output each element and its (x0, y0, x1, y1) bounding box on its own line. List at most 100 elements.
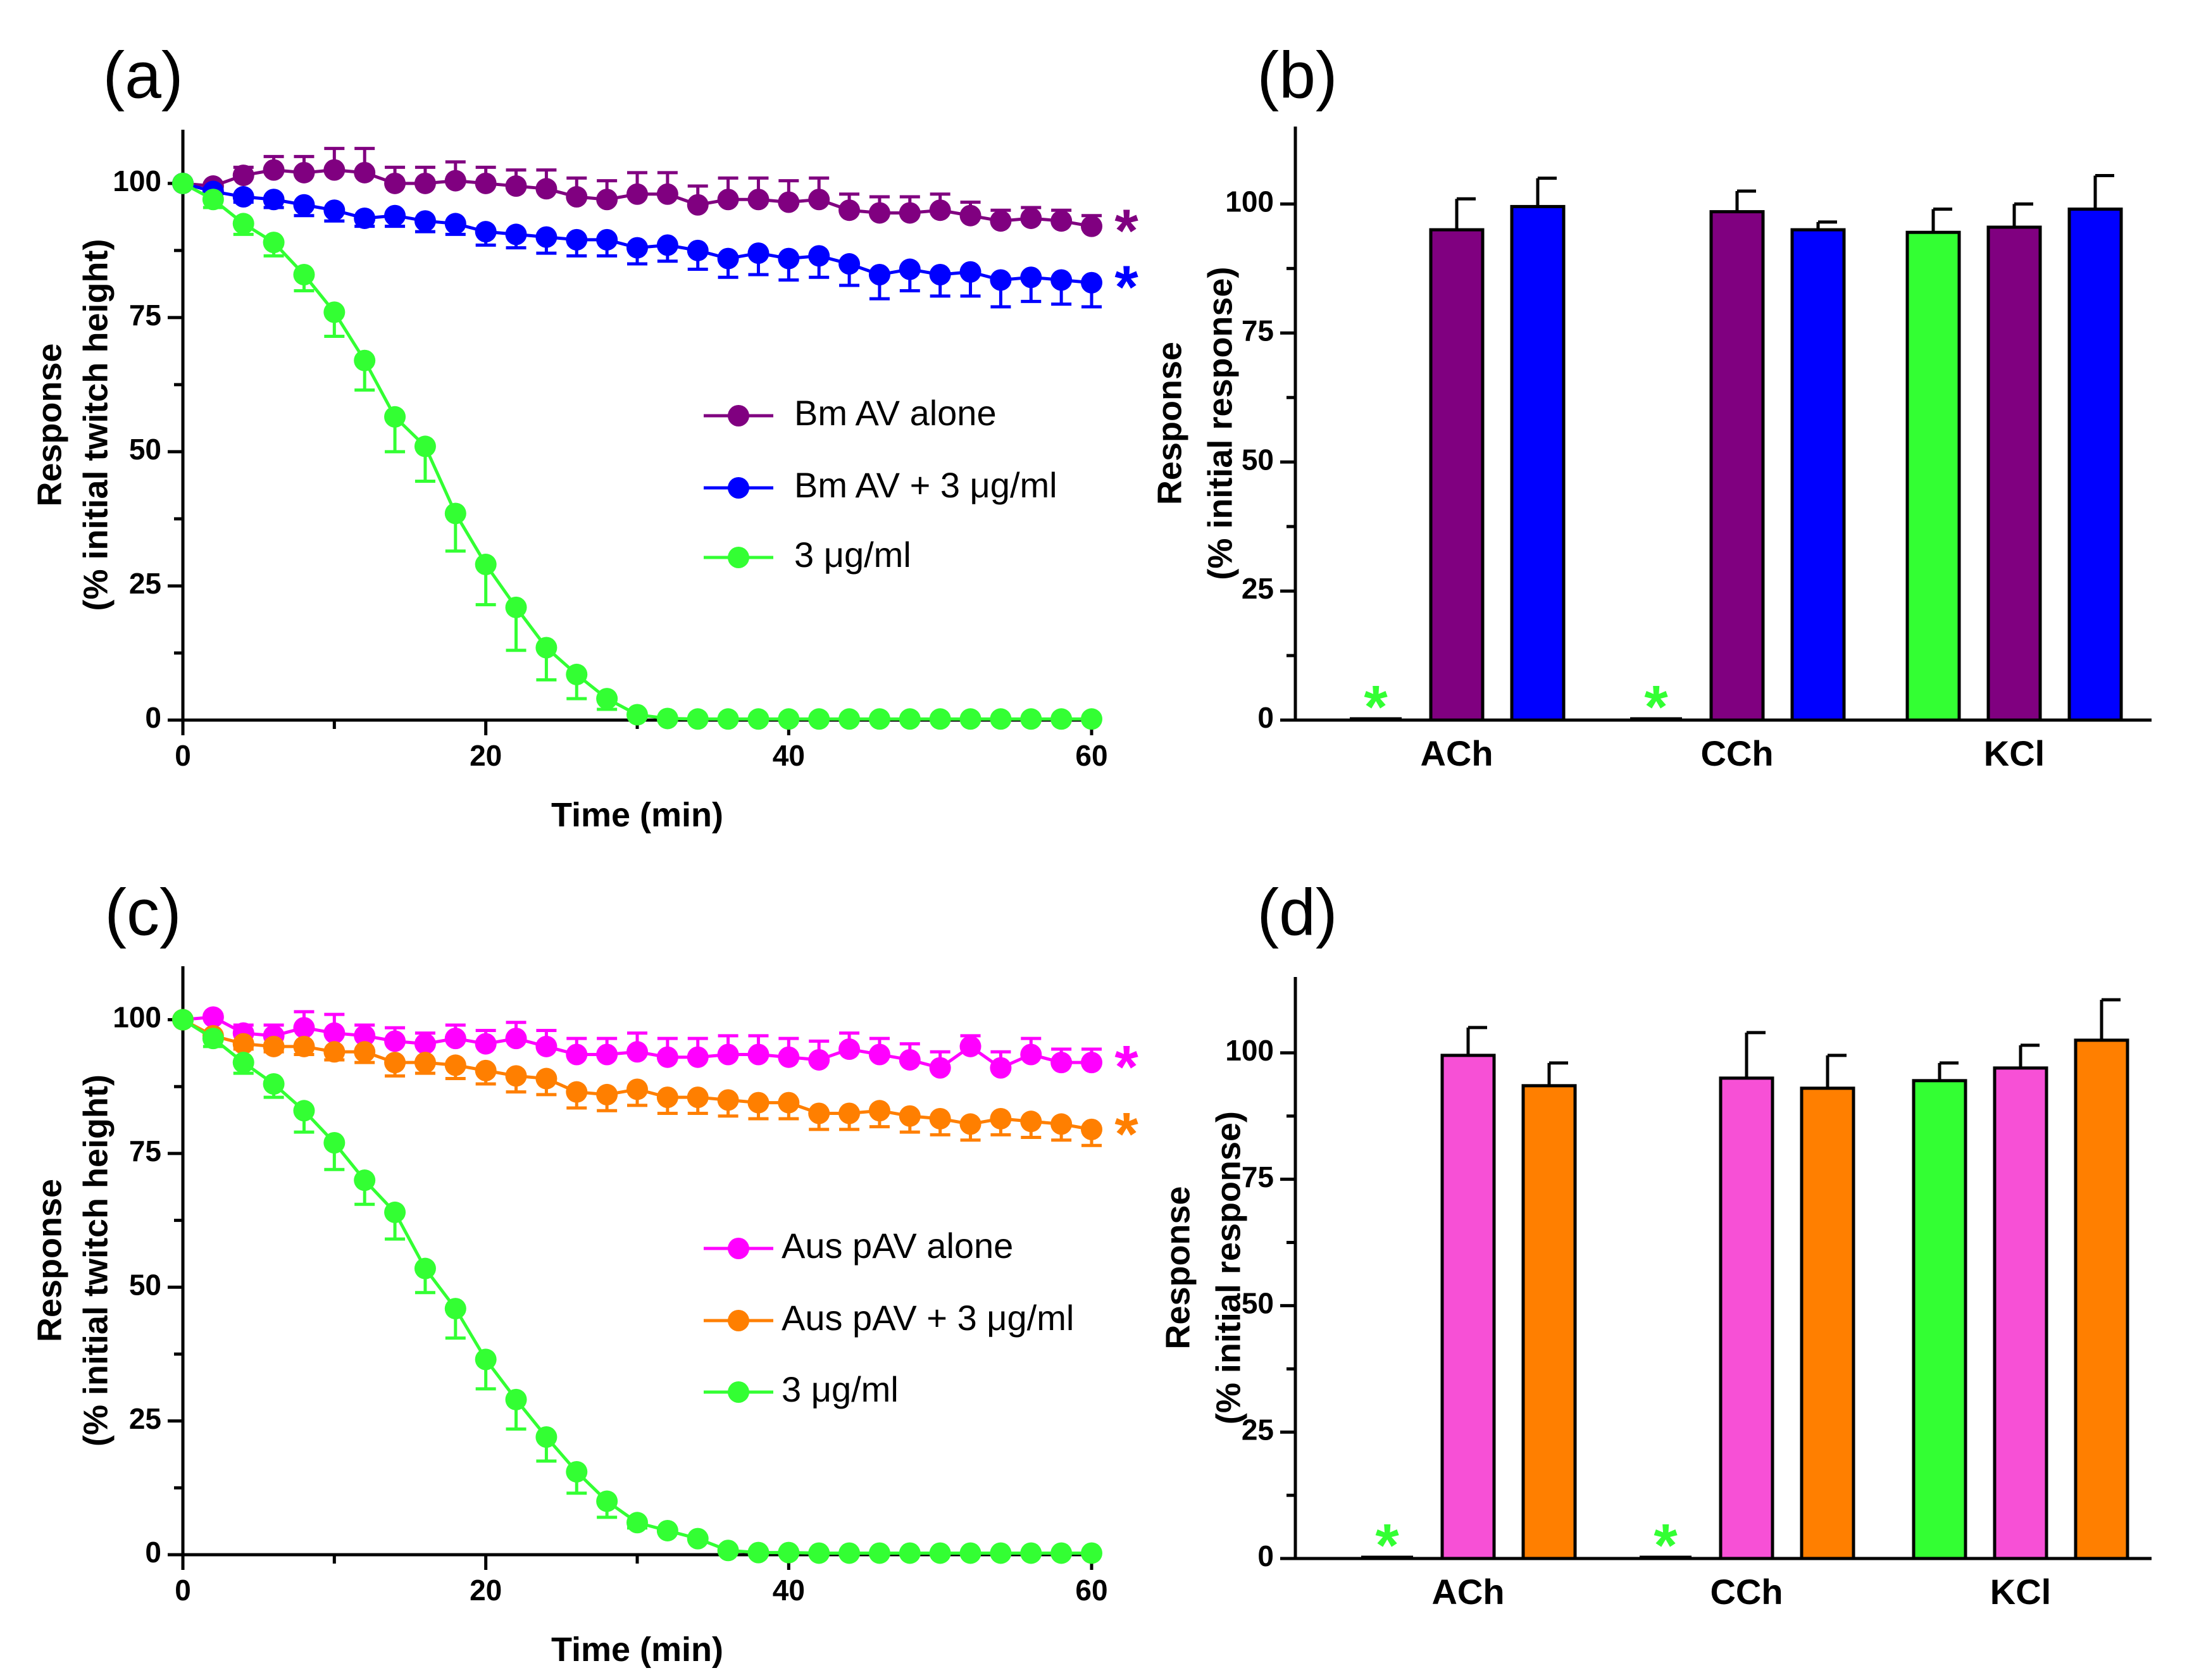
data-point (959, 708, 981, 730)
data-point (232, 1052, 254, 1074)
bar (1912, 1079, 1967, 1560)
bar (2067, 208, 2123, 722)
data-point (990, 1542, 1012, 1564)
data-point (1050, 1542, 1073, 1564)
bar (1429, 228, 1485, 722)
legend-marker (728, 547, 749, 568)
data-point (596, 1083, 618, 1105)
bar (1993, 1066, 2048, 1560)
data-point (505, 596, 527, 618)
y-tick-label: 25 (1242, 1413, 1274, 1446)
data-point (475, 221, 497, 243)
x-tick-label: 60 (1075, 1574, 1107, 1607)
data-point (808, 1048, 830, 1071)
data-point (990, 708, 1012, 730)
data-point (596, 1490, 618, 1512)
x-axis-title: Time (min) (551, 796, 723, 834)
x-tick-label: 40 (773, 739, 805, 772)
data-point (990, 210, 1012, 232)
data-point (899, 258, 921, 280)
data-point (778, 1092, 800, 1114)
x-axis-title: Time (min) (551, 1631, 723, 1669)
series-1: * (172, 147, 1138, 265)
bar (1986, 225, 2042, 722)
data-point (959, 1035, 981, 1057)
data-point (293, 1035, 315, 1057)
data-point (656, 1086, 678, 1109)
data-point (626, 183, 648, 205)
data-point (596, 1043, 618, 1066)
panel-label: (b) (1257, 39, 1337, 112)
panel-c: (c) 0 25 50 75 100 Response (% initial twitch h… (30, 876, 1138, 1669)
data-point (505, 175, 527, 197)
data-point (1081, 271, 1102, 294)
data-point (535, 1035, 558, 1057)
y-tick-label: 75 (129, 299, 161, 332)
significance-star: * (1114, 254, 1138, 321)
y-tick-label: 50 (1242, 443, 1274, 476)
data-point (747, 708, 770, 730)
data-point (566, 228, 588, 251)
data-point (778, 247, 800, 270)
data-point (596, 228, 618, 251)
data-point (717, 247, 739, 270)
data-point (778, 708, 800, 730)
data-point (384, 172, 406, 194)
data-point (1081, 1542, 1102, 1564)
y-tick-label: 75 (129, 1135, 161, 1167)
data-point (717, 189, 739, 211)
panel-label: (c) (104, 876, 181, 949)
data-point (444, 170, 466, 192)
significance-star: * (1644, 673, 1668, 741)
data-point (838, 1542, 861, 1564)
data-point (747, 189, 770, 211)
data-point (656, 707, 678, 730)
series-1: * (172, 1006, 1138, 1101)
data-point (323, 1041, 346, 1063)
legend-label: Aus pAV alone (782, 1226, 1013, 1266)
data-point (596, 688, 618, 710)
data-point (414, 1033, 436, 1055)
data-point (354, 349, 376, 371)
y-axis-subtitle: (% initial twitch height) (77, 1074, 115, 1447)
data-point (717, 1540, 739, 1562)
data-point (747, 1043, 770, 1066)
data-point (414, 172, 436, 194)
legend-marker (728, 1381, 749, 1403)
data-point (354, 1024, 376, 1047)
data-point (505, 223, 527, 246)
significance-star: * (1114, 197, 1138, 265)
data-point (929, 264, 951, 286)
data-point (263, 1073, 285, 1095)
data-point (323, 1132, 346, 1154)
data-point (990, 1107, 1012, 1129)
y-axis-title: Response (30, 343, 68, 506)
data-point (1050, 269, 1073, 291)
data-point (354, 207, 376, 229)
bar (1440, 1054, 1496, 1560)
data-point (414, 1257, 436, 1279)
data-point (687, 239, 709, 261)
panel-b: (b) 0 25 50 75 100 Response (% initial response… (1150, 39, 2152, 773)
series-3 (172, 172, 1102, 730)
data-point (838, 708, 861, 730)
data-point (959, 204, 981, 227)
data-point (717, 708, 739, 730)
data-point (202, 1028, 224, 1050)
legend-label: Bm AV + 3 μg/ml (794, 465, 1057, 505)
data-point (929, 708, 951, 730)
legend-marker (728, 1238, 749, 1259)
data-point (626, 704, 648, 726)
data-point (1020, 1542, 1042, 1564)
panel-d: (d) 0 25 50 75 100 Response (% initial response… (1159, 876, 2152, 1612)
x-tick-label: 20 (470, 1574, 502, 1607)
data-point (626, 1512, 648, 1534)
data-point (263, 159, 285, 181)
data-point (263, 189, 285, 211)
y-tick-label: 25 (129, 567, 161, 600)
data-point (475, 1348, 497, 1371)
data-point (747, 1092, 770, 1114)
x-tick-label: CCh (1700, 733, 1773, 773)
legend-marker (728, 1310, 749, 1331)
